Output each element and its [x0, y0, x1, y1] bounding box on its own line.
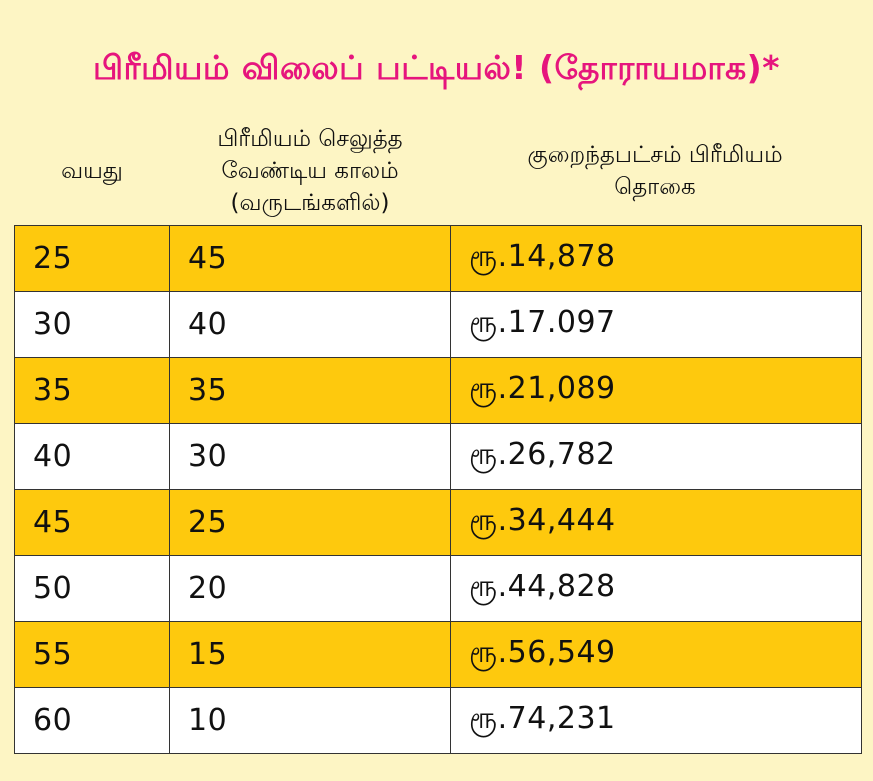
amount-cell: ரூ.26,782 [450, 423, 862, 490]
term-cell: 45 [169, 225, 451, 292]
table-row: 55 15 ரூ.56,549 [14, 621, 862, 688]
age-cell: 35 [14, 357, 170, 424]
term-cell: 15 [169, 621, 451, 688]
age-cell: 60 [14, 687, 170, 754]
header-minimum-premium: குறைந்தபட்சம் பிரீமியம் தொகை [527, 141, 783, 200]
table-row: 30 40 ரூ.17.097 [14, 291, 862, 358]
table-row: 25 45 ரூ.14,878 [14, 225, 862, 292]
amount-cell: ரூ.14,878 [450, 225, 862, 292]
page-title: பிரீமியம் விலைப் பட்டியல்! (தோராயமாக)* [92, 48, 781, 87]
table-row: 60 10 ரூ.74,231 [14, 687, 862, 754]
age-cell: 30 [14, 291, 170, 358]
table-row: 45 25 ரூ.34,444 [14, 489, 862, 556]
amount-cell: ரூ.21,089 [450, 357, 862, 424]
amount-cell: ரூ.44,828 [450, 555, 862, 622]
term-cell: 35 [169, 357, 451, 424]
amount-cell: ரூ.56,549 [450, 621, 862, 688]
term-cell: 30 [169, 423, 451, 490]
age-cell: 55 [14, 621, 170, 688]
amount-cell: ரூ.34,444 [450, 489, 862, 556]
age-cell: 25 [14, 225, 170, 292]
table-row: 35 35 ரூ.21,089 [14, 357, 862, 424]
table-header: வயது பிரீமியம் செலுத்த வேண்டிய காலம் (வர… [14, 118, 860, 224]
term-cell: 40 [169, 291, 451, 358]
header-payment-term: பிரீமியம் செலுத்த வேண்டிய காலம் (வருடங்க… [217, 125, 403, 217]
age-cell: 50 [14, 555, 170, 622]
header-age: வயது [61, 157, 123, 184]
term-cell: 20 [169, 555, 451, 622]
table-row: 50 20 ரூ.44,828 [14, 555, 862, 622]
amount-cell: ரூ.74,231 [450, 687, 862, 754]
amount-cell: ரூ.17.097 [450, 291, 862, 358]
table-row: 40 30 ரூ.26,782 [14, 423, 862, 490]
term-cell: 25 [169, 489, 451, 556]
age-cell: 45 [14, 489, 170, 556]
age-cell: 40 [14, 423, 170, 490]
term-cell: 10 [169, 687, 451, 754]
premium-table: 25 45 ரூ.14,878 30 40 ரூ.17.097 35 35 ரூ… [14, 225, 862, 754]
